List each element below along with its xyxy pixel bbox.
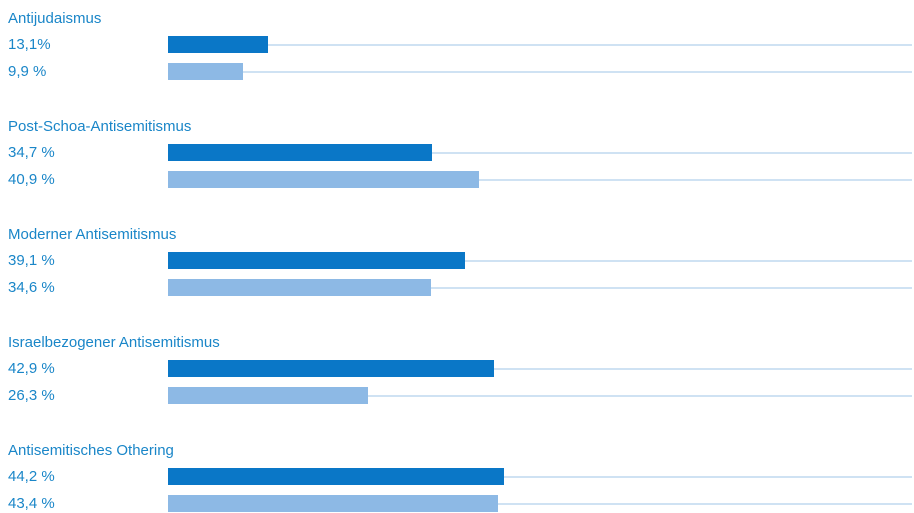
value-label: 13,1% — [8, 36, 51, 53]
bar-track — [168, 503, 912, 505]
bar-series-1 — [168, 144, 432, 161]
bar-track — [168, 71, 912, 73]
bar-track — [168, 476, 912, 478]
value-label: 34,7 % — [8, 144, 55, 161]
bar-series-1 — [168, 468, 504, 485]
bar-series-2 — [168, 171, 479, 188]
category-title: Moderner Antisemitismus — [8, 226, 177, 243]
bar-track — [168, 152, 912, 154]
bar-track — [168, 260, 912, 262]
value-label: 42,9 % — [8, 360, 55, 377]
bar-track — [168, 368, 912, 370]
value-label: 44,2 % — [8, 468, 55, 485]
bar-track — [168, 287, 912, 289]
bar-series-2 — [168, 63, 244, 80]
bar-series-2 — [168, 387, 368, 404]
bar-series-1 — [168, 360, 495, 377]
bar-series-1 — [168, 36, 268, 53]
category-title: Israelbezogener Antisemitismus — [8, 334, 220, 351]
value-label: 26,3 % — [8, 387, 55, 404]
bar-series-2 — [168, 279, 431, 296]
bar-track — [168, 395, 912, 397]
bar-series-2 — [168, 495, 498, 512]
bar-series-1 — [168, 252, 466, 269]
value-label: 43,4 % — [8, 495, 55, 512]
value-label: 9,9 % — [8, 63, 47, 80]
category-title: Antisemitisches Othering — [8, 442, 174, 459]
value-label: 39,1 % — [8, 252, 55, 269]
value-label: 34,6 % — [8, 279, 55, 296]
bar-track — [168, 44, 912, 46]
bar-track — [168, 179, 912, 181]
category-title: Antijudaismus — [8, 10, 102, 27]
category-title: Post-Schoa-Antisemitismus — [8, 118, 192, 135]
value-label: 40,9 % — [8, 171, 55, 188]
